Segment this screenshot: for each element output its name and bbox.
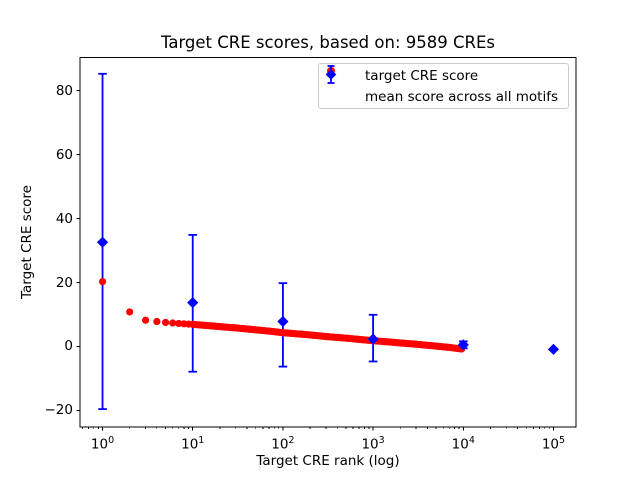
- x-tick-label: 103: [361, 435, 385, 453]
- red-data-point: [161, 318, 170, 327]
- y-tick-label: 0: [64, 338, 73, 355]
- red-data-point: [169, 319, 177, 327]
- y-tick-label: 40: [55, 210, 73, 227]
- red-data-point: [141, 316, 150, 324]
- x-tick-label: 104: [451, 435, 475, 453]
- blue-diamond-point: [547, 343, 560, 355]
- red-data-point: [126, 308, 134, 316]
- y-tick-label: −20: [44, 402, 74, 419]
- blue-diamond-point: [187, 297, 199, 309]
- x-tick-label: 101: [181, 435, 205, 453]
- x-tick-label: 105: [541, 435, 566, 453]
- y-tick-label: 80: [55, 82, 73, 99]
- blue-diamond-point: [367, 333, 379, 345]
- y-tick-label: 20: [55, 274, 73, 291]
- x-axis-label: Target CRE rank (log): [256, 453, 400, 469]
- blue-series: [96, 236, 560, 355]
- axes-frame: [79, 57, 577, 428]
- red-data-point: [175, 319, 183, 328]
- x-tick-label: 100: [90, 435, 115, 453]
- blue-diamond-point: [457, 339, 469, 351]
- blue-diamond-point: [277, 315, 289, 328]
- legend-label-mean-score: mean score across all motifs: [365, 88, 559, 105]
- legend-entry-target-cre-score: target CRE score: [319, 65, 568, 86]
- red-data-point: [153, 317, 161, 326]
- red-data-point: [98, 277, 107, 286]
- blue-diamond-point: [96, 236, 109, 248]
- legend-label-target-cre-score: target CRE score: [365, 67, 479, 84]
- legend: target CRE score mean score across all m…: [318, 63, 569, 109]
- x-tick-label: 102: [271, 435, 295, 453]
- chart-title: Target CRE scores, based on: 9589 CREs: [160, 33, 496, 52]
- legend-entry-mean-score: mean score across all motifs: [319, 65, 568, 107]
- y-tick-label: 60: [55, 146, 73, 163]
